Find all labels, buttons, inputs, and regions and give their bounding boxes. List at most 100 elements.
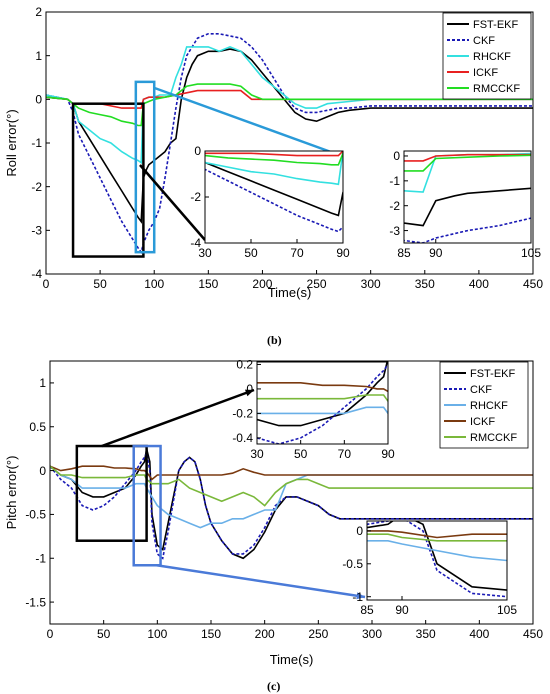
- pitch-legend-label: RHCKF: [470, 400, 508, 412]
- roll-inset-2-xtick-label: 85: [397, 246, 411, 260]
- roll-inset-1-ytick-label: -4: [190, 236, 201, 250]
- roll-inset-2-series-rmcckf-line: [404, 154, 531, 172]
- panel-b-label: (b): [267, 333, 282, 347]
- roll-inset-1-xtick-label: 50: [244, 246, 258, 260]
- roll-ylabel: Roll error(°): [4, 109, 19, 176]
- roll-xtick-label: 50: [93, 277, 107, 291]
- roll-legend-label: RHCKF: [473, 51, 511, 63]
- roll-inset-1-series-fst-ekf-line: [205, 161, 343, 217]
- pitch-ytick-label: -1: [35, 551, 46, 565]
- roll-inset-2-plot-bg: [404, 151, 531, 243]
- roll-ytick-label: -1: [31, 136, 42, 150]
- pitch-series-ckf-line: [50, 450, 533, 560]
- roll-source-box-2: [134, 80, 156, 254]
- pitch-xtick-label: 350: [416, 627, 436, 641]
- pitch-inset-1-xtick-label: 50: [294, 447, 308, 461]
- roll-inset-1-series-rhckf-line: [205, 151, 343, 186]
- roll-legend: FST-EKF CKF RHCKF ICKF RMCCKF: [442, 12, 532, 100]
- roll-ytick-label: -4: [31, 267, 42, 281]
- pitch-xtick-label: 100: [147, 627, 167, 641]
- roll-inset-2-axes-group: 85 90 105 -3 -2 -1 0: [389, 149, 541, 260]
- roll-ytick-label: -2: [31, 180, 42, 194]
- pitch-xtick-label: 50: [97, 627, 111, 641]
- pitch-inset-1-series-rhckf-line: [257, 406, 388, 415]
- pitch-legend-label: RMCCKF: [470, 432, 517, 444]
- pitch-inset-1-axes-group: 30 50 70 90 -0.4 -0.2 0 0.2: [232, 358, 395, 461]
- roll-inset-1-series-rmcckf-line: [205, 152, 343, 166]
- pitch-inset-2-series-rmcckf-line: [367, 533, 507, 542]
- pitch-xtick-label: 200: [255, 627, 275, 641]
- pitch-ytick-label: -1.5: [25, 595, 46, 609]
- pitch-series-ickf-line: [50, 465, 533, 481]
- pitch-xtick-label: 400: [469, 627, 489, 641]
- pitch-arrow-2-shaft: [156, 564, 366, 599]
- pitch-xtick-label: 150: [201, 627, 221, 641]
- roll-inset-1-axes-group: 30 50 70 90 -4 -2 0: [190, 144, 350, 260]
- pitch-inset-2-series-ickf-line: [367, 530, 507, 539]
- pitch-xtick-label: 450: [523, 627, 543, 641]
- roll-xtick-label: 150: [198, 277, 218, 291]
- roll-legend-label: CKF: [473, 35, 495, 47]
- roll-legend-label: RMCCKF: [473, 83, 520, 95]
- pitch-legend-label: CKF: [470, 384, 492, 396]
- pitch-inset-1-xtick-label: 90: [381, 447, 395, 461]
- roll-xtick-label: 200: [252, 277, 272, 291]
- roll-inset-1-series-ckf-line: [205, 168, 343, 233]
- pitch-inset-1-xtick-label: 70: [338, 447, 352, 461]
- roll-inset-2-frame: [403, 150, 532, 244]
- pitch-inset-1-ytick-label: -0.2: [232, 407, 253, 421]
- roll-source-box-1: [71, 102, 145, 258]
- pitch-xtick-label: 0: [47, 627, 54, 641]
- pitch-inset-2-series-ckf-line: [367, 521, 507, 598]
- roll-series-ckf-line: [46, 32, 533, 255]
- pitch-inset-1-ytick-label: -0.4: [232, 431, 253, 445]
- roll-series-rmcckf-line: [46, 83, 533, 127]
- pitch-inset-1-frame: [256, 361, 389, 445]
- pitch-inset-1-series-rmcckf-line: [257, 394, 388, 403]
- roll-series-fst-ekf-line: [46, 48, 533, 224]
- pitch-arrow-1-head: [245, 389, 254, 397]
- roll-inset-1-series-ickf-line: [205, 151, 343, 157]
- roll-connector-2: [153, 86, 343, 158]
- roll-inset-2-ytick-label: -1: [389, 174, 400, 188]
- roll-inset-1-ytick-label: 0: [194, 144, 201, 158]
- roll-xtick-label: 450: [523, 277, 543, 291]
- roll-xtick-label: 350: [415, 277, 435, 291]
- roll-inset-2-ytick-label: -3: [389, 224, 400, 238]
- roll-connector-1: [139, 164, 206, 241]
- roll-series-rhckf-line: [46, 46, 533, 165]
- pitch-xlabel: Time(s): [270, 652, 314, 667]
- pitch-inset-1-ytick-label: 0: [246, 382, 253, 396]
- pitch-inset-2-xtick-label: 90: [395, 603, 409, 617]
- roll-xtick-label: 250: [307, 277, 327, 291]
- pitch-inset-2-ytick-label: 0: [356, 524, 363, 538]
- pitch-arrow-1-shaft: [101, 388, 255, 448]
- pitch-inset-1-ytick-label: 0.2: [236, 358, 253, 372]
- pitch-inset-2-axes-group: 85 90 105 -1 -0.5 0: [342, 520, 517, 617]
- pitch-ytick-label: 1: [39, 376, 46, 390]
- pitch-source-box-1: [75, 444, 148, 542]
- roll-legend-label: FST-EKF: [473, 19, 519, 31]
- roll-ytick-label: -3: [31, 224, 42, 238]
- pitch-inset-1-series-ickf-line: [257, 381, 388, 393]
- roll-inset-2-series-fst-ekf-line: [404, 187, 531, 227]
- roll-ytick-label: 2: [35, 5, 42, 19]
- pitch-inset-2-series-rhckf-line: [367, 539, 507, 562]
- roll-xtick-label: 0: [43, 277, 50, 291]
- roll-inset-2-xtick-label: 105: [521, 246, 541, 260]
- roll-ytick-label: 0: [35, 93, 42, 107]
- pitch-inset-2-frame: [366, 520, 508, 601]
- roll-xtick-label: 400: [469, 277, 489, 291]
- pitch-ytick-label: 0.5: [29, 420, 46, 434]
- pitch-xtick-label: 300: [362, 627, 382, 641]
- pitch-ytick-label: -0.5: [25, 508, 46, 522]
- roll-inset-1-xtick-label: 90: [336, 246, 350, 260]
- pitch-inset-1-plot-bg: [257, 362, 388, 444]
- pitch-frame: [49, 360, 534, 625]
- pitch-source-box-2: [132, 444, 162, 567]
- pitch-legend-label: ICKF: [470, 416, 495, 428]
- pitch-inset-2-xtick-label: 85: [360, 603, 374, 617]
- roll-legend-label: ICKF: [473, 67, 498, 79]
